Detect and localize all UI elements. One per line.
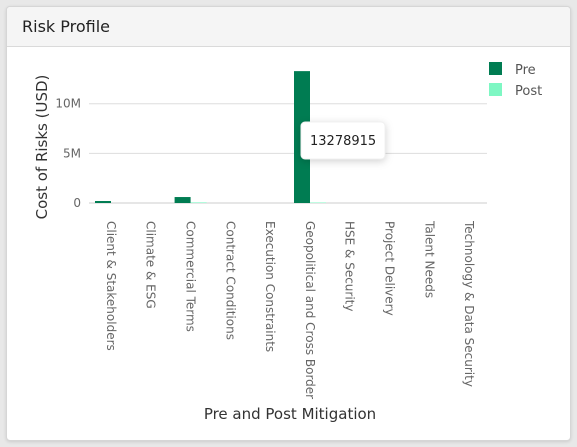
- legend-swatch-pre: [489, 62, 502, 75]
- y-tick-label: 0: [73, 196, 81, 210]
- legend-item-post[interactable]: Post: [489, 83, 542, 99]
- x-tick-label: Geopolitical and Cross Border: [303, 221, 317, 399]
- x-tick-label: Execution Constraints: [263, 221, 277, 352]
- legend-label-post: Post: [515, 84, 542, 99]
- legend-item-pre[interactable]: Pre: [489, 62, 536, 78]
- x-tick-label: Project Delivery: [383, 221, 397, 316]
- tooltip-box: [300, 121, 386, 160]
- x-tick-label: Talent Needs: [422, 220, 436, 298]
- x-tick-label: HSE & Security: [343, 221, 357, 312]
- bar-post: [190, 202, 207, 203]
- y-axis-label: Cost of Risks (USD): [33, 75, 51, 220]
- x-tick-label: Commercial Terms: [184, 221, 198, 332]
- bar-group: [95, 71, 326, 203]
- legend: Pre Post: [489, 62, 542, 99]
- legend-swatch-post: [489, 83, 502, 96]
- axis-ticks: 0 5M 10M Client & Stakeholders Climate & ESG…: [55, 97, 476, 399]
- y-tick-label: 5M: [63, 146, 81, 160]
- x-axis-label: Pre and Post Mitigation: [204, 405, 376, 423]
- x-tick-label: Client & Stakeholders: [104, 221, 118, 351]
- x-tick-label: Technology & Data Security: [462, 220, 476, 387]
- grid-lines: [89, 103, 487, 204]
- card-header: Risk Profile: [7, 7, 570, 47]
- bar-pre: [95, 201, 111, 203]
- x-tick-label: Contract Conditions: [223, 221, 237, 340]
- risk-profile-chart: 0 5M 10M Client & Stakeholders Climate & ESG…: [33, 62, 542, 423]
- card-title: Risk Profile: [22, 17, 110, 36]
- tooltip-value: 13278915: [310, 134, 376, 149]
- tooltip: 13278915: [300, 121, 386, 160]
- y-tick-label: 10M: [55, 97, 81, 111]
- bar-pre: [174, 197, 191, 203]
- x-tick-label: Climate & ESG: [144, 221, 158, 309]
- risk-profile-card: Risk Profile 0 5M 10M Client & Stakeholders…: [6, 6, 571, 441]
- legend-label-pre: Pre: [515, 63, 536, 78]
